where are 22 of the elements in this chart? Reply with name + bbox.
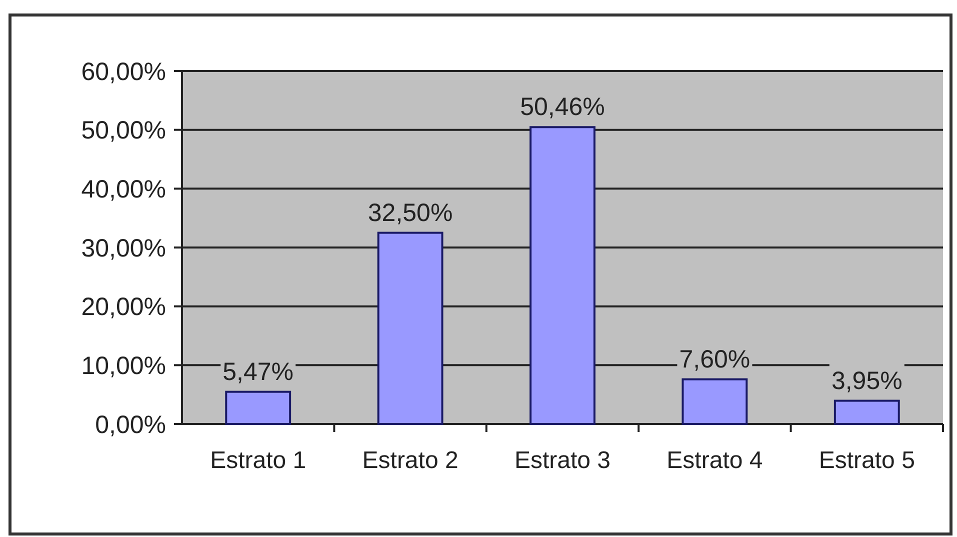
- x-tick-label: Estrato 5: [818, 447, 915, 474]
- data-label: 5,47%: [222, 358, 294, 386]
- data-label: 7,60%: [679, 345, 750, 374]
- y-tick-label: 10,00%: [81, 352, 166, 380]
- x-tick-label: Estrato 2: [362, 447, 458, 474]
- x-tick-label: Estrato 1: [210, 447, 306, 474]
- x-tick-label: Estrato 4: [666, 447, 763, 474]
- x-tick-label: Estrato 3: [514, 447, 611, 474]
- data-label: 50,46%: [520, 93, 605, 122]
- y-tick-label: 40,00%: [81, 175, 166, 204]
- y-tick-label: 60,00%: [81, 58, 166, 86]
- y-tick-label: 20,00%: [81, 293, 166, 322]
- y-tick-label: 50,00%: [81, 116, 166, 145]
- bar: [834, 400, 900, 425]
- y-tick-label: 30,00%: [81, 234, 166, 262]
- bar: [225, 390, 292, 425]
- bar: [682, 378, 748, 425]
- y-tick-label: 0,00%: [95, 410, 166, 439]
- bar: [377, 232, 444, 425]
- bar: [530, 126, 596, 425]
- data-label: 32,50%: [368, 198, 453, 227]
- data-label: 3,95%: [831, 366, 902, 395]
